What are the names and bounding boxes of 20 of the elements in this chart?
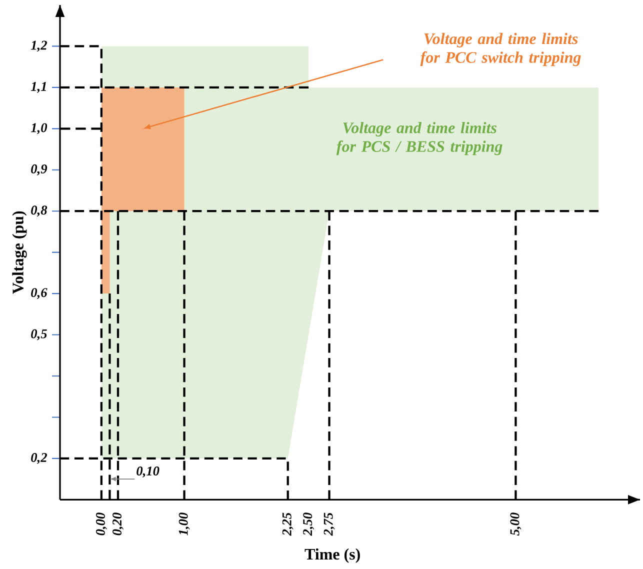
x-tick-label: 2,75	[324, 512, 335, 536]
y-tick-label: 1,2	[30, 40, 47, 52]
y-tick-label: 1,0	[30, 123, 48, 134]
x-tick-label: 5,00	[510, 512, 522, 536]
y-tick-label: 0,8	[31, 206, 48, 217]
y-axis-title: Voltage (pu)	[12, 211, 27, 294]
series-label: Voltage and time limits for PCS / BESS tripping	[336, 122, 502, 156]
y-tick-label: 0,9	[31, 164, 48, 176]
x-tick-label: 0,20	[112, 512, 124, 536]
x-tick-label: 2,50	[303, 512, 314, 536]
x-tick-label: 1,00	[178, 512, 190, 536]
text: Voltage and time limits for PCC switch tripping	[420, 32, 581, 66]
y-tick-label: 0,6	[31, 288, 48, 300]
x-tick-label: 2,25	[282, 512, 294, 536]
y-tick-label: 0,2	[31, 452, 47, 464]
y-tick-label: 1,1	[30, 82, 46, 93]
annotation: 0,10	[136, 466, 160, 478]
y-tick-label: 0,5	[31, 329, 47, 340]
x-tick-label: 0,00	[96, 512, 107, 536]
x-axis-title: Time (s)	[304, 548, 360, 563]
